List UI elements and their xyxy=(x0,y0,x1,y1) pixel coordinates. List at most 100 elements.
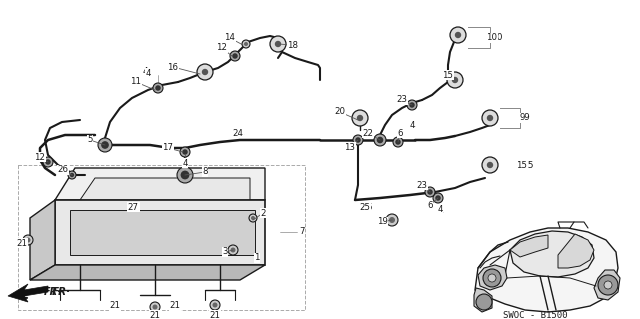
Circle shape xyxy=(275,41,281,47)
Circle shape xyxy=(483,269,501,287)
Polygon shape xyxy=(510,231,594,277)
Text: 6: 6 xyxy=(428,201,433,210)
Text: 4: 4 xyxy=(437,205,443,214)
Text: 22: 22 xyxy=(362,129,374,137)
Text: 1: 1 xyxy=(254,254,260,263)
Circle shape xyxy=(374,134,386,146)
Text: 4: 4 xyxy=(142,68,148,77)
Text: 5: 5 xyxy=(87,136,93,145)
Text: 2: 2 xyxy=(260,209,266,218)
Polygon shape xyxy=(80,178,250,200)
Text: 25: 25 xyxy=(360,203,371,211)
Circle shape xyxy=(409,102,415,108)
Polygon shape xyxy=(30,200,55,280)
Circle shape xyxy=(230,248,236,253)
Circle shape xyxy=(197,64,213,80)
Circle shape xyxy=(270,36,286,52)
Circle shape xyxy=(433,193,443,203)
Circle shape xyxy=(70,173,74,177)
Polygon shape xyxy=(30,265,265,280)
Circle shape xyxy=(251,216,255,220)
Circle shape xyxy=(150,302,160,312)
Circle shape xyxy=(377,137,383,143)
Text: 7: 7 xyxy=(300,227,305,236)
Circle shape xyxy=(355,137,361,143)
Text: 19: 19 xyxy=(376,218,387,226)
Circle shape xyxy=(428,189,433,195)
Polygon shape xyxy=(558,234,594,268)
Text: 1: 1 xyxy=(254,254,260,263)
Circle shape xyxy=(353,135,363,145)
Circle shape xyxy=(357,115,364,121)
Text: 10: 10 xyxy=(492,33,504,42)
Text: 11: 11 xyxy=(131,78,141,86)
Circle shape xyxy=(598,275,618,295)
Text: 24: 24 xyxy=(232,129,243,137)
Circle shape xyxy=(396,139,401,145)
Text: 14: 14 xyxy=(225,33,236,42)
Text: 4: 4 xyxy=(145,69,151,78)
Circle shape xyxy=(407,100,417,110)
Polygon shape xyxy=(70,210,255,255)
Circle shape xyxy=(101,141,109,149)
Text: 25: 25 xyxy=(363,204,373,212)
Circle shape xyxy=(452,77,458,83)
Circle shape xyxy=(212,302,218,308)
Text: 4: 4 xyxy=(437,207,443,217)
Text: 21: 21 xyxy=(209,310,221,319)
Text: 27: 27 xyxy=(127,203,138,211)
Circle shape xyxy=(455,32,461,38)
Circle shape xyxy=(386,214,398,226)
Circle shape xyxy=(487,115,493,121)
Polygon shape xyxy=(55,168,265,200)
Circle shape xyxy=(45,159,51,165)
Text: 3: 3 xyxy=(222,248,228,256)
Text: 24: 24 xyxy=(235,129,245,137)
Text: 4: 4 xyxy=(182,159,188,167)
Polygon shape xyxy=(594,270,620,300)
Circle shape xyxy=(425,187,435,197)
Circle shape xyxy=(476,294,492,310)
Circle shape xyxy=(352,110,368,126)
Text: 8: 8 xyxy=(202,167,208,176)
Circle shape xyxy=(450,27,466,43)
Text: 4: 4 xyxy=(409,121,415,130)
Text: 17: 17 xyxy=(163,144,173,152)
Text: 26: 26 xyxy=(58,166,68,174)
Circle shape xyxy=(242,40,250,48)
Polygon shape xyxy=(510,235,548,257)
Text: 12: 12 xyxy=(35,152,45,161)
Text: 18: 18 xyxy=(287,41,298,49)
Text: 9: 9 xyxy=(519,114,525,122)
Text: 21: 21 xyxy=(109,301,120,310)
Polygon shape xyxy=(8,284,48,302)
Circle shape xyxy=(244,42,248,46)
Circle shape xyxy=(202,69,208,75)
Circle shape xyxy=(156,85,161,91)
Circle shape xyxy=(177,167,193,183)
Text: 16: 16 xyxy=(168,63,179,71)
Polygon shape xyxy=(478,265,507,290)
Text: 15: 15 xyxy=(442,70,454,79)
Text: 12: 12 xyxy=(216,43,227,53)
Circle shape xyxy=(26,238,31,242)
Circle shape xyxy=(68,171,76,179)
Text: 21: 21 xyxy=(17,239,28,248)
Circle shape xyxy=(389,217,395,223)
Text: FR·: FR· xyxy=(52,287,71,297)
Circle shape xyxy=(182,149,188,155)
Circle shape xyxy=(604,281,612,289)
Circle shape xyxy=(393,137,403,147)
Circle shape xyxy=(482,110,498,126)
Circle shape xyxy=(487,162,493,168)
Circle shape xyxy=(210,300,220,310)
Text: 13: 13 xyxy=(344,143,355,152)
Circle shape xyxy=(152,305,157,309)
Text: 15: 15 xyxy=(523,160,534,169)
Text: FR·: FR· xyxy=(44,287,62,297)
Circle shape xyxy=(153,83,163,93)
Text: 9: 9 xyxy=(523,114,529,122)
Circle shape xyxy=(435,195,441,201)
Text: 4: 4 xyxy=(409,121,415,130)
Circle shape xyxy=(488,274,496,282)
